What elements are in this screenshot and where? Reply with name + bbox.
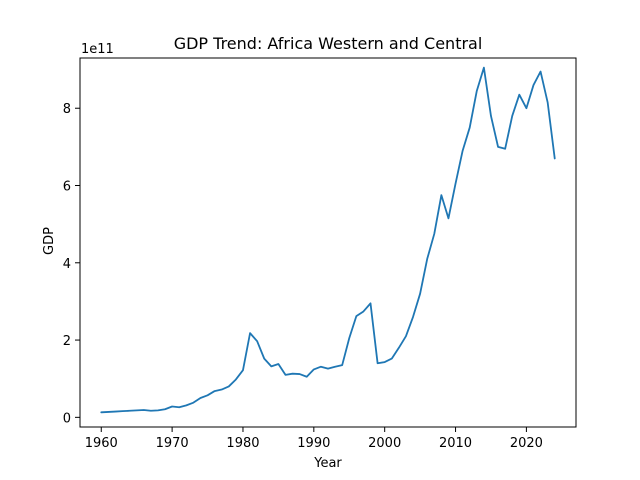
y-tick-label: 8	[63, 102, 71, 117]
y-tick-label: 0	[63, 411, 71, 426]
x-tick-label: 2020	[510, 436, 543, 451]
y-tick-label: 2	[63, 334, 71, 349]
x-tick-label: 1980	[226, 436, 259, 451]
x-tick-label: 1990	[297, 436, 330, 451]
y-tick-label: 6	[63, 180, 71, 195]
x-axis-label: Year	[313, 456, 342, 471]
x-tick-label: 2010	[439, 436, 472, 451]
y-offset-label: 1e11	[81, 42, 114, 57]
chart-title: GDP Trend: Africa Western and Central	[174, 34, 483, 53]
x-tick-label: 2000	[368, 436, 401, 451]
x-tick-label: 1970	[156, 436, 189, 451]
gdp-series-line	[100, 66, 556, 414]
y-axis-label: GDP	[42, 227, 57, 255]
y-tick-label: 4	[63, 257, 71, 272]
axis-ticks: 1960 1970 1980 1990 2000 2010 2020 0 2 4 6 8	[63, 102, 543, 451]
x-tick-label: 1960	[85, 436, 118, 451]
plot-area	[100, 66, 556, 414]
plot-frame	[79, 57, 577, 428]
